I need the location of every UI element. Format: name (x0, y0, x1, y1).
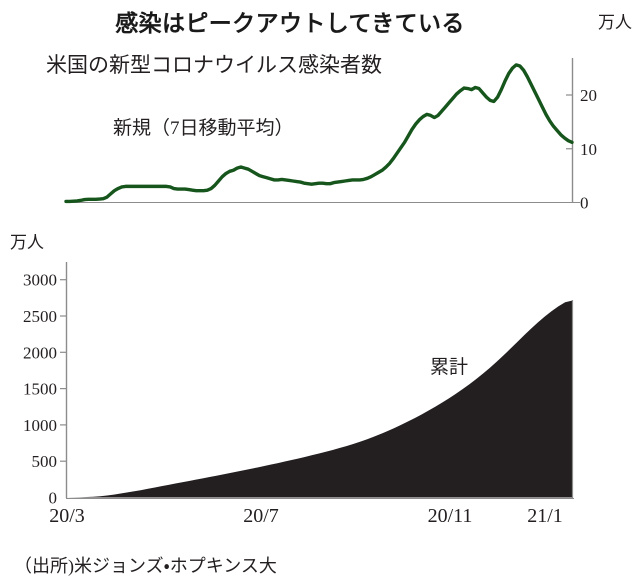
new-cases-line (66, 65, 572, 202)
x-axis-tick-label: 20/3 (49, 505, 85, 527)
bottom-chart: 050010001500200025003000 20/320/720/1121… (23, 262, 574, 527)
bottom-chart-tick-label: 1000 (23, 416, 57, 435)
top-chart-tick-label: 20 (580, 86, 597, 105)
bottom-chart-tick-label: 3000 (23, 271, 57, 290)
infographic-figure: 感染はピークアウトしてきている 万人 米国の新型コロナウイルス感染者数 新規（7… (0, 0, 638, 588)
bottom-chart-tick-labels: 050010001500200025003000 (23, 271, 57, 508)
top-chart-tick-label: 0 (580, 194, 589, 213)
top-chart-tick-label: 10 (580, 140, 597, 159)
top-chart: 0 10 20 (66, 58, 597, 213)
x-axis-tick-label: 20/11 (428, 505, 473, 527)
bottom-chart-tick-label: 2500 (23, 307, 57, 326)
x-axis-tick-label: 21/1 (527, 505, 563, 527)
cumulative-area-shape (66, 301, 572, 498)
charts-canvas: 01020 050010001500200025003000 20/320/72… (0, 0, 638, 588)
source-note: （出所)米ジョンズ・ホプキンス大 (14, 552, 277, 578)
x-axis-tick-label: 20/7 (243, 505, 279, 527)
top-chart-tick-labels: 0 10 20 (580, 86, 597, 213)
bottom-chart-tick-label: 500 (32, 452, 58, 471)
bottom-chart-tick-label: 1500 (23, 380, 57, 399)
bottom-chart-tick-label: 2000 (23, 343, 57, 362)
bottom-chart-x-tick-labels: 20/3 20/7 20/11 21/1 (49, 505, 563, 527)
